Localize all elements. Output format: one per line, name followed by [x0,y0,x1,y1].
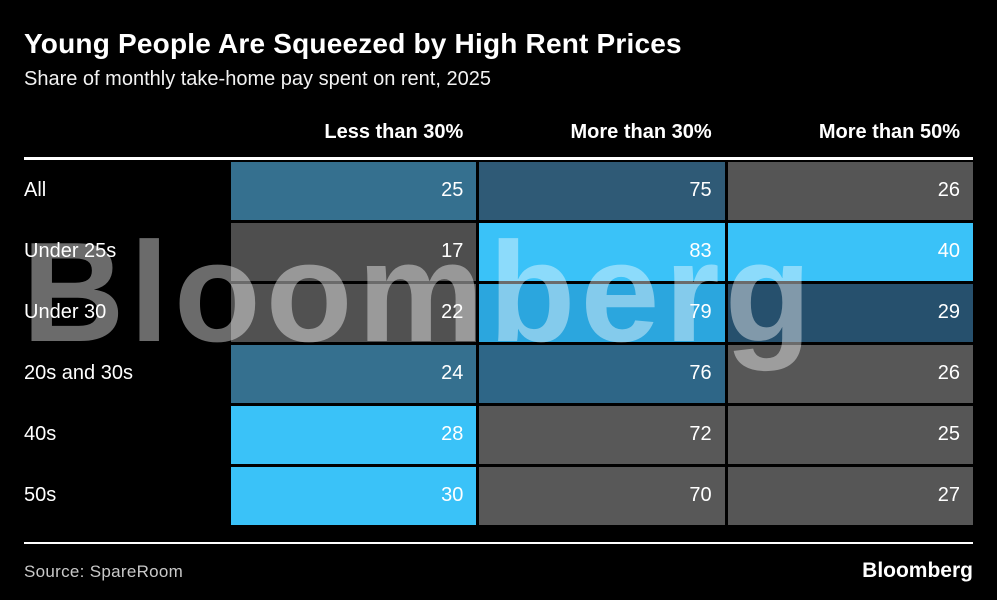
heatmap-cell: 24 [231,344,477,403]
heatmap-table: All 25 75 26 Under 25s 17 83 40 Under 30 22 79 29 20… [24,161,973,525]
column-header-less-than-30: Less than 30% [324,120,464,143]
row-label: 50s [24,466,228,525]
table-row: Under 30 22 79 29 [24,283,973,342]
heatmap-cell: 25 [727,405,973,464]
heatmap-cell: 79 [479,283,725,342]
chart-header: Young People Are Squeezed by High Rent P… [24,0,973,91]
bloomberg-logo: Bloomberg [862,559,973,582]
heatmap-cell: 76 [479,344,725,403]
chart-footer: Source: SpareRoom Bloomberg [24,559,973,583]
row-label: 20s and 30s [24,344,228,403]
heatmap-cell: 22 [231,283,477,342]
chart-subtitle: Share of monthly take-home pay spent on … [24,67,491,90]
column-header-more-than-30: More than 30% [570,120,712,143]
table-row: 20s and 30s 24 76 26 [24,344,973,403]
heatmap-cell: 75 [479,161,725,220]
footer-rule [24,542,973,544]
table-row: Under 25s 17 83 40 [24,222,973,281]
row-label: All [24,161,228,220]
header-rule [24,156,973,160]
heatmap-cell: 26 [727,161,973,220]
heatmap-cell: 70 [479,466,725,525]
heatmap-cell: 27 [727,466,973,525]
table-row: All 25 75 26 [24,161,973,220]
heatmap-cell: 17 [231,222,477,281]
row-label: 40s [24,405,228,464]
row-label: Under 30 [24,283,228,342]
table-row: 50s 30 70 27 [24,466,973,525]
heatmap-cell: 83 [479,222,725,281]
heatmap-cell: 40 [727,222,973,281]
heatmap-cell: 30 [231,466,477,525]
heatmap-cell: 25 [231,161,477,220]
table-row: 40s 28 72 25 [24,405,973,464]
column-headers: Less than 30% More than 30% More than 50… [24,121,973,144]
heatmap-cell: 72 [479,405,725,464]
chart-title: Young People Are Squeezed by High Rent P… [24,28,682,59]
column-header-spacer [24,121,228,144]
heatmap-cell: 26 [727,344,973,403]
row-label: Under 25s [24,222,228,281]
source-label: Source: SpareRoom [24,562,184,581]
heatmap-cell: 28 [231,405,477,464]
column-header-more-than-50: More than 50% [818,120,960,143]
heatmap-cell: 29 [727,283,973,342]
